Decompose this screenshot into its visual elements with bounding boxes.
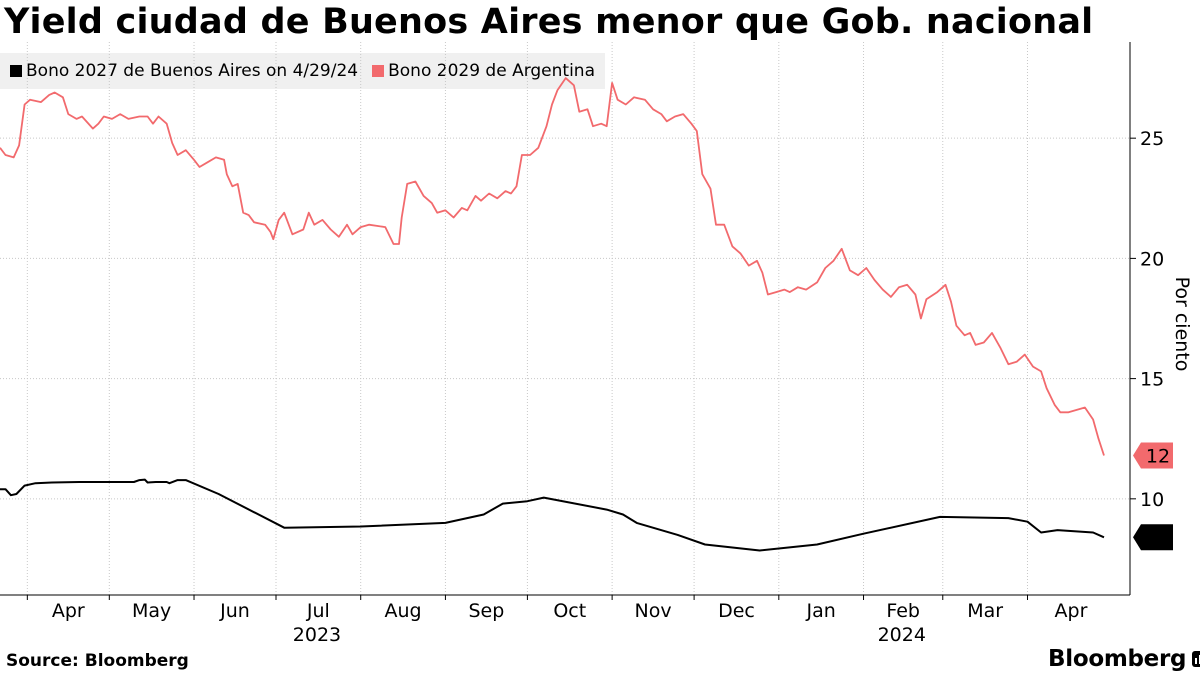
series-lines — [0, 77, 1105, 552]
x-tick-label: May — [132, 600, 171, 622]
legend-swatch-black — [10, 65, 22, 77]
year-label: 2023 — [293, 624, 341, 646]
x-tick-label: Dec — [718, 600, 755, 622]
end-label-bono-2029: 12 — [1146, 446, 1170, 468]
y-tick-label: 20 — [1140, 248, 1164, 270]
end-labels: 8 12 — [1133, 442, 1173, 551]
brand-text: Bloomberg — [1048, 646, 1187, 672]
x-tick-label: Apr — [52, 600, 85, 622]
legend-label-bono-2029: Bono 2029 de Argentina — [388, 61, 595, 81]
bloomberg-logo: Bloomberg — [1048, 646, 1200, 672]
y-tick-label: 25 — [1140, 128, 1164, 150]
y-axis-title: Por ciento — [1171, 277, 1193, 372]
axes: 10 15 20 25 Apr May Jun Jul Aug Sep Oct Nov Dec Jan Fe… — [0, 42, 1193, 646]
x-tick-label: Aug — [385, 600, 422, 622]
legend-item-bono-2029: Bono 2029 de Argentina — [372, 61, 595, 81]
end-label-bono-2027: 8 — [1152, 527, 1164, 549]
series-line-bono-2027 — [0, 478, 1105, 552]
legend-swatch-red — [372, 65, 385, 77]
year-label: 2024 — [878, 624, 926, 646]
x-tick-label: Jul — [306, 600, 330, 622]
x-tick-label: Jun — [219, 600, 250, 622]
y-tick-label: 15 — [1140, 369, 1164, 391]
x-tick-label: Sep — [469, 600, 505, 622]
gridlines — [0, 42, 1130, 595]
x-tick-label: Feb — [886, 600, 920, 622]
x-tick-label: Apr — [1055, 600, 1088, 622]
end-label-badge-bono-2027 — [1133, 524, 1173, 551]
series-line-bono-2029 — [0, 77, 1105, 456]
x-tick-label: Nov — [635, 600, 672, 622]
x-tick-label: Oct — [553, 600, 586, 622]
end-label-badge-bono-2029 — [1133, 442, 1173, 469]
bloomberg-chart-icon — [1192, 651, 1200, 667]
source-note: Source: Bloomberg — [6, 651, 189, 671]
x-tick-label: Mar — [967, 600, 1003, 622]
x-tick-label: Jan — [806, 600, 836, 622]
chart-title: Yield ciudad de Buenos Aires menor que G… — [4, 2, 1094, 42]
legend: Bono 2027 de Buenos Aires on 4/29/24 Bon… — [0, 53, 605, 89]
y-tick-label: 10 — [1140, 489, 1164, 511]
